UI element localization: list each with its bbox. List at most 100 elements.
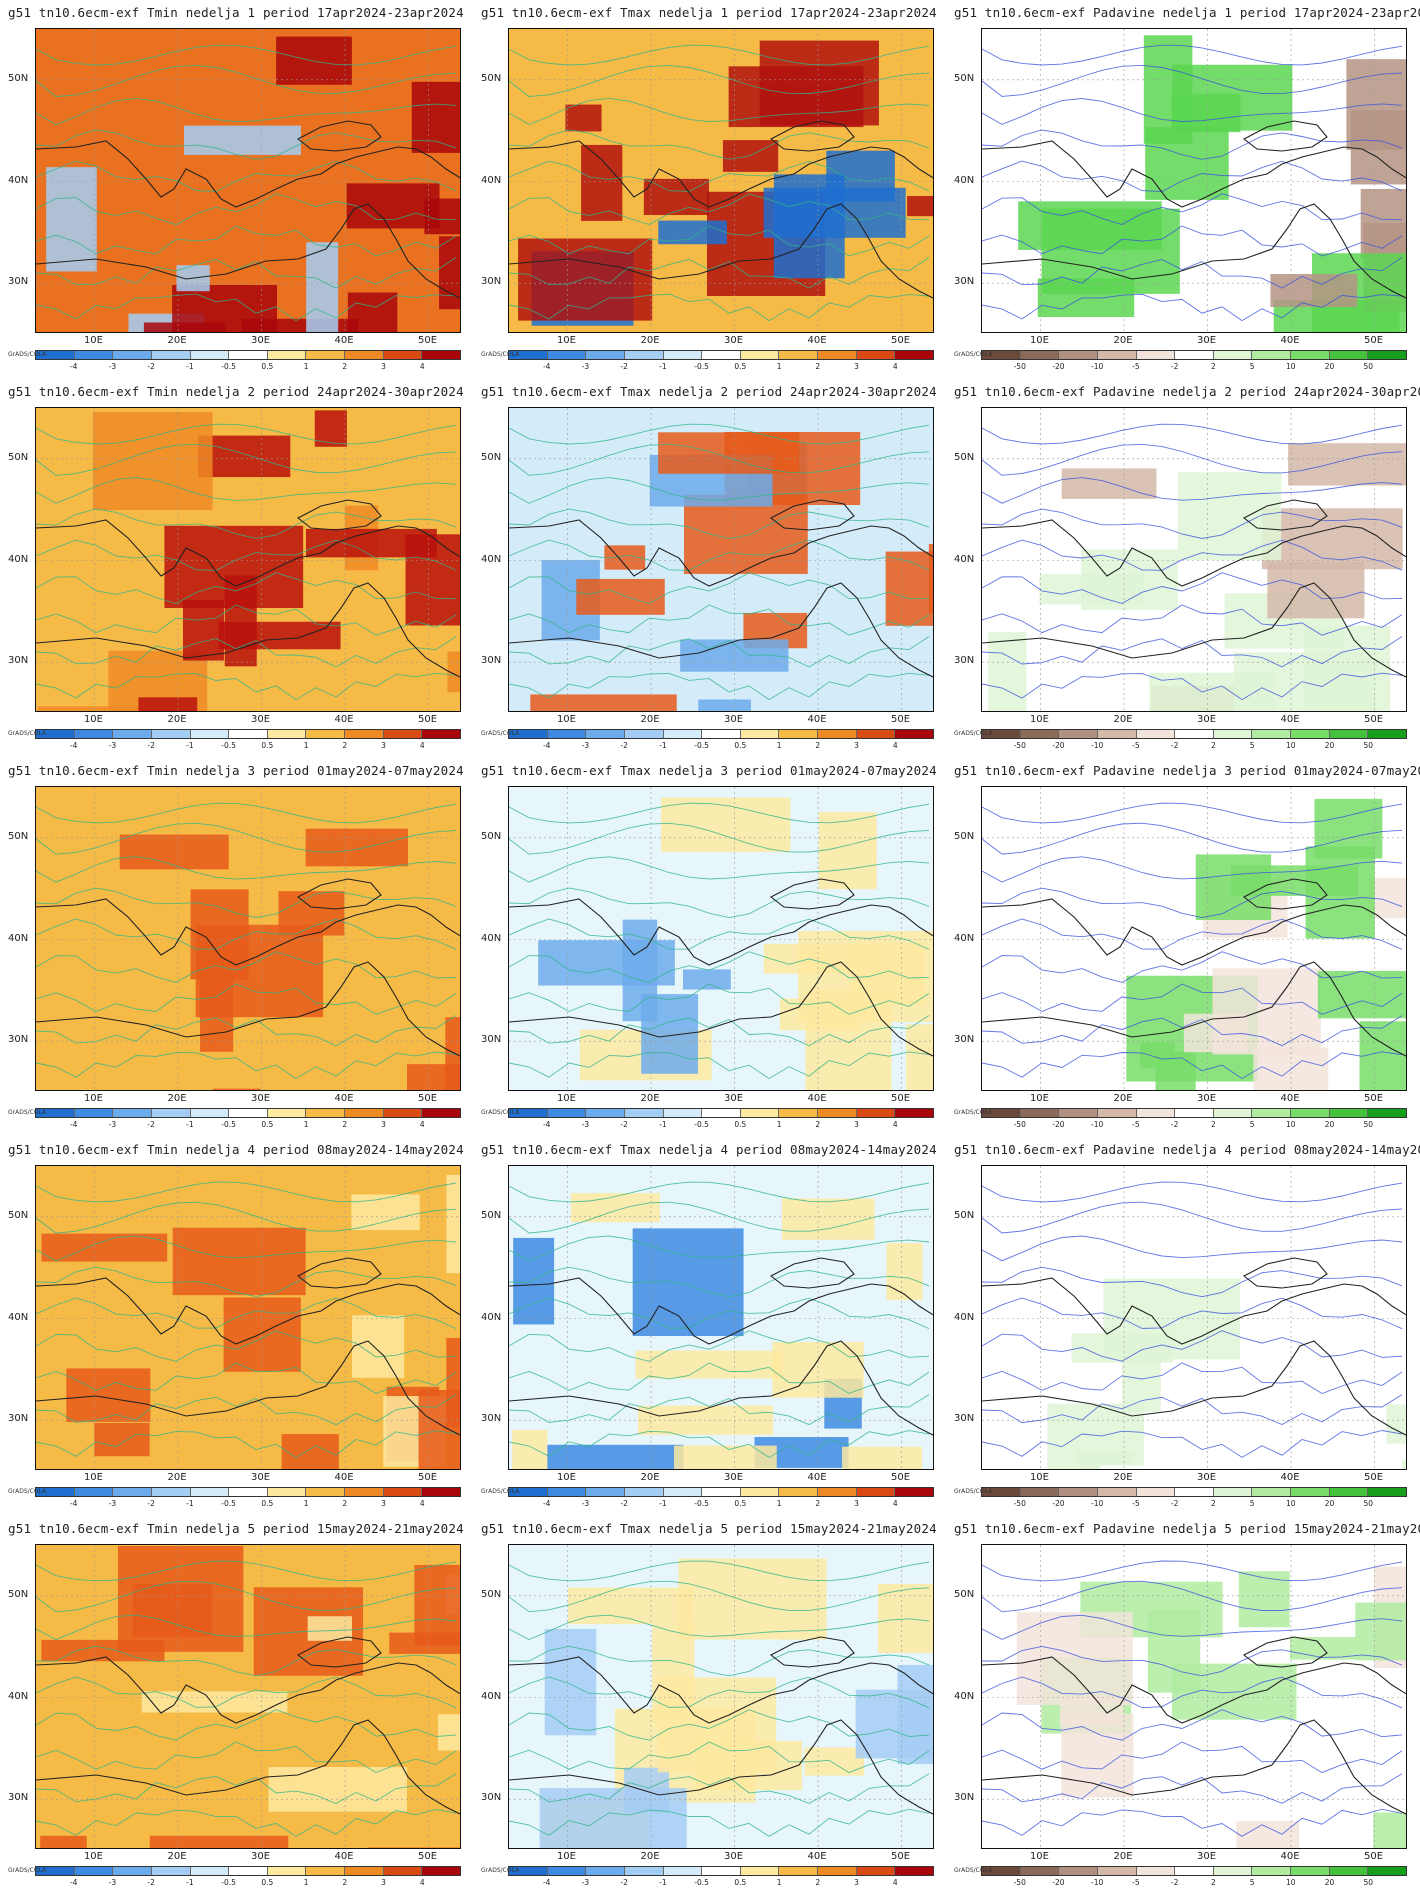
anomaly-region: [223, 1297, 301, 1372]
anomaly-region: [41, 1233, 168, 1262]
contour-line: [36, 1015, 457, 1047]
latitude-label: 30N: [954, 1413, 975, 1425]
colorbar-segment: [1097, 1109, 1137, 1117]
latitude-label: 50N: [8, 830, 29, 842]
anomaly-region: [624, 1767, 670, 1814]
anomaly-region: [149, 1835, 289, 1848]
colorbar-label: -4: [542, 1120, 551, 1129]
map-title: g51 tn10.6ecm-exf Tmin nedelja 1 period …: [8, 5, 464, 20]
colorbar-label: 4: [892, 1499, 898, 1508]
colorbar-segment: [1175, 1109, 1214, 1117]
colorbar-segment: [1252, 1109, 1292, 1117]
anomaly-region: [445, 1017, 460, 1090]
longitude-label: 10E: [556, 1472, 576, 1483]
anomaly-region: [455, 940, 460, 1012]
colorbar: [508, 1487, 934, 1497]
longitude-label: 20E: [1113, 1093, 1133, 1104]
contour-line: [509, 983, 930, 1015]
colorbar-label: 4: [419, 1499, 425, 1508]
colorbar-label: 1: [776, 1499, 782, 1508]
contour-line: [982, 1235, 1403, 1262]
colorbar-label: -50: [1013, 1120, 1026, 1129]
latitude-label: 30N: [8, 655, 29, 667]
colorbar-segment: [509, 730, 548, 738]
longitude-label: 50E: [891, 1093, 911, 1104]
contour-line: [36, 636, 457, 668]
colorbar-segment: [1252, 730, 1292, 738]
colorbar-segment: [383, 1867, 423, 1875]
colorbar-label: 4: [892, 1878, 898, 1887]
colorbar: [35, 1487, 461, 1497]
colorbar-segment: [509, 1109, 548, 1117]
longitude-label: 20E: [1113, 1851, 1133, 1862]
colorbar-segment: [306, 1867, 346, 1875]
anomaly-region: [518, 238, 653, 321]
longitude-label: 20E: [640, 714, 660, 725]
map-svg: [36, 787, 460, 1090]
latitude-label: 40N: [481, 1311, 502, 1323]
colorbar-label: 1: [776, 1120, 782, 1129]
latitude-label: 40N: [481, 1690, 502, 1702]
map-area: [35, 1544, 461, 1849]
colorbar-label: 5: [1249, 362, 1255, 371]
contour-line: [509, 1676, 930, 1709]
anomaly-region: [1267, 562, 1365, 619]
colorbar-segment: [74, 1867, 114, 1875]
grads-credit: GrADS/COLA: [8, 1867, 47, 1874]
contour-line: [36, 293, 457, 322]
forecast-map-panel: g51 tn10.6ecm-exf Tmin nedelja 5 period …: [0, 1516, 473, 1895]
contour-line: [509, 1362, 930, 1394]
contour-line: [982, 160, 1403, 192]
colorbar-label: -10: [1091, 1878, 1104, 1887]
map-title: g51 tn10.6ecm-exf Tmax nedelja 1 period …: [481, 5, 937, 20]
colorbar-segment: [36, 730, 75, 738]
longitude-label: 30E: [723, 335, 744, 346]
longitude-label: 10E: [1029, 1472, 1049, 1483]
colorbar-segment: [818, 1867, 857, 1875]
colorbar-segment: [586, 351, 625, 359]
colorbar-label: 3: [854, 1499, 859, 1508]
contour-line: [509, 1645, 930, 1677]
latitude-label: 40N: [481, 553, 502, 565]
contour-line: [982, 802, 1403, 824]
anomaly-region: [411, 81, 460, 153]
colorbar-segment: [1175, 351, 1214, 359]
colorbar-segment: [740, 1867, 780, 1875]
colorbar-segment: [267, 1867, 307, 1875]
contour-line: [509, 193, 930, 225]
coastline: [36, 203, 460, 299]
colorbar-segment: [1291, 351, 1330, 359]
colorbar-label: 1: [776, 741, 782, 750]
forecast-map-panel: g51 tn10.6ecm-exf Tmax nedelja 3 period …: [473, 758, 946, 1137]
contour-line: [982, 918, 1403, 950]
contour-line: [982, 604, 1403, 636]
colorbar-segment: [624, 1109, 664, 1117]
longitude-label: 50E: [418, 335, 438, 346]
colorbar-segment: [383, 1488, 423, 1496]
anomaly-region: [446, 1174, 460, 1274]
colorbar-segment: [345, 1867, 384, 1875]
contour-line: [982, 423, 1403, 445]
grads-credit: GrADS/COLA: [954, 1867, 993, 1874]
contour-line: [36, 672, 457, 701]
colorbar-segment: [229, 1867, 268, 1875]
colorbar-segment: [1020, 1488, 1060, 1496]
anomaly-region: [988, 632, 1027, 711]
colorbar-segment: [547, 351, 587, 359]
colorbar-segment: [74, 730, 114, 738]
anomaly-region: [1244, 1281, 1374, 1309]
map-title: g51 tn10.6ecm-exf Tmin nedelja 2 period …: [8, 384, 464, 399]
latitude-label: 30N: [954, 1792, 975, 1804]
anomaly-region: [46, 167, 97, 272]
colorbar-segment: [982, 1488, 1021, 1496]
contour-line: [982, 983, 1403, 1015]
colorbar-segment: [1252, 1488, 1292, 1496]
colorbar-label: 0.5: [261, 1120, 274, 1129]
colorbar-segment: [306, 730, 346, 738]
colorbar-label: -20: [1052, 362, 1065, 371]
longitude-label: 10E: [83, 1093, 103, 1104]
contour-line: [509, 225, 930, 257]
longitude-label: 10E: [83, 335, 103, 346]
colorbar-label: 0.5: [734, 1878, 747, 1887]
